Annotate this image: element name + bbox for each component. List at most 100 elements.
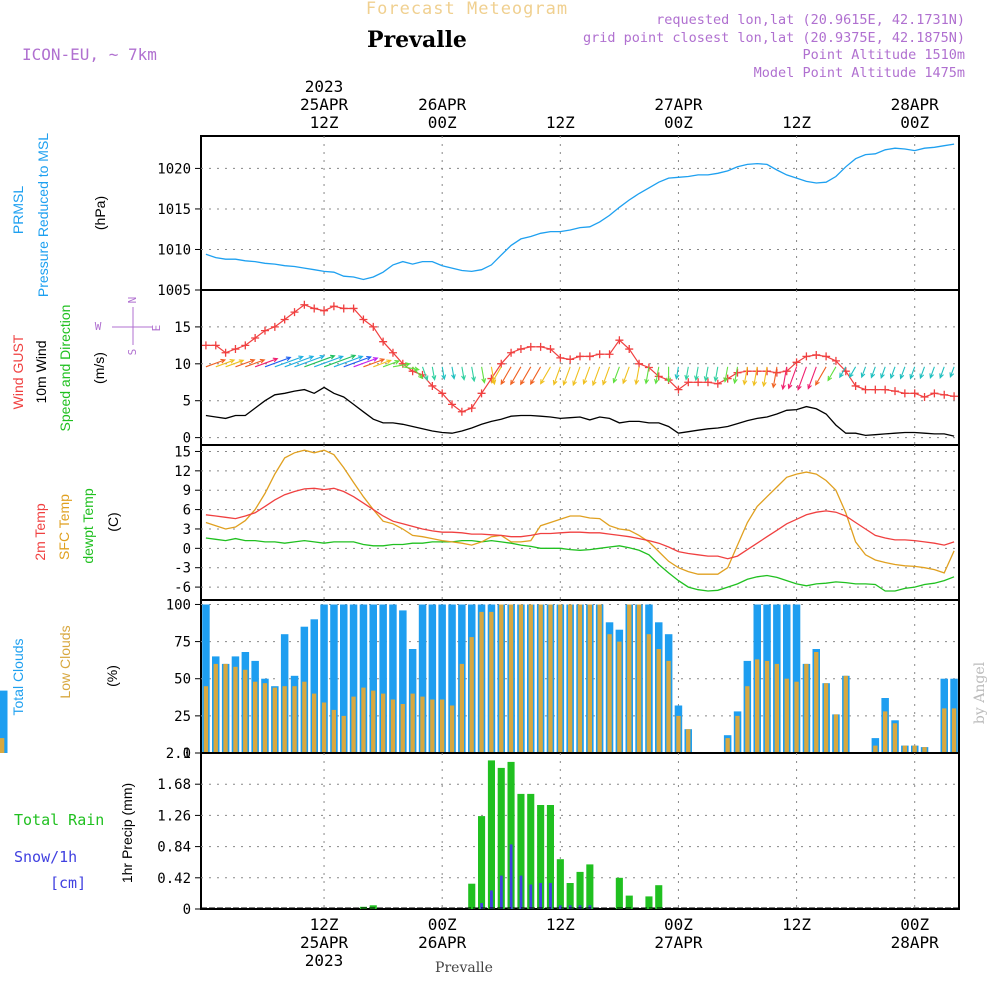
snow-bar (558, 905, 562, 909)
gust-mark (625, 345, 634, 354)
wind-arrow (392, 362, 411, 368)
top-time-label: 12Z (782, 113, 811, 132)
rain-bar (576, 871, 584, 909)
low-cloud-bar (508, 604, 514, 753)
gust-mark (359, 315, 368, 324)
low-cloud-bar (587, 604, 592, 753)
wind-arrow (889, 366, 896, 380)
low-cloud-bar (489, 611, 494, 753)
low-cloud-label: Low Clouds (57, 625, 73, 698)
low-cloud-bar (518, 604, 524, 753)
wind-arrow (602, 366, 611, 386)
wind-arrow (431, 366, 437, 381)
wind-arrow (353, 357, 379, 368)
wind-arrow (235, 358, 256, 368)
low-cloud-bar (528, 604, 533, 753)
total-cloud-bar (320, 604, 328, 753)
low-cloud-bar (243, 669, 248, 753)
gust-mark (310, 304, 319, 313)
total-cloud-label: Total Clouds (10, 638, 26, 715)
wind-arrow (215, 359, 236, 368)
wind-arrow (284, 355, 315, 368)
total-cloud-bar (310, 619, 318, 753)
rain-bar (537, 805, 545, 909)
bottom-time-label: 00Z (664, 915, 693, 934)
rain-bar (625, 895, 633, 909)
low-cloud-bar (233, 666, 238, 753)
y-tick-label: 3 (183, 522, 191, 538)
wind-arrow (314, 355, 344, 368)
gust-mark (635, 359, 644, 368)
wind-arrow (530, 366, 542, 386)
wind-arrow (274, 355, 304, 368)
rain-bar (615, 877, 623, 909)
wind-arrow (264, 356, 292, 368)
gust-mark (448, 400, 457, 409)
gust-mark (792, 358, 801, 367)
gust-mark (940, 390, 949, 399)
wind10m-label: 10m Wind (33, 340, 49, 403)
gust-mark (477, 389, 486, 398)
low-cloud-bar (823, 683, 829, 753)
gust-mark (595, 350, 604, 359)
rain-bar (566, 883, 574, 909)
rain-bar (645, 896, 653, 909)
gust-mark (260, 326, 269, 335)
station-title: Prevalle (367, 27, 467, 53)
wind-arrow (562, 366, 571, 386)
y-tick-label: 0 (183, 902, 191, 918)
wind-arrow (592, 366, 601, 387)
wind-arrow (245, 358, 266, 368)
gust-mark (201, 341, 210, 350)
low-cloud-bar (410, 693, 415, 753)
low-cloud-bar (538, 604, 543, 753)
gust-mark (369, 322, 378, 331)
snow-bar (490, 890, 493, 909)
pressure-labels: PRMSL Pressure Reduced to MSL (hPa) (10, 133, 108, 297)
clouds-panel: 0 25 50 75 100 (0, 597, 960, 762)
gust-mark (920, 393, 929, 402)
gust-mark (329, 302, 338, 311)
snow-unit: [cm] (50, 874, 86, 892)
gust-mark (507, 348, 516, 357)
total-cloud-bar (0, 690, 8, 753)
gust-mark (546, 345, 555, 354)
wind-arrow (949, 366, 955, 378)
wind-arrow (929, 366, 935, 379)
y-tick-label: 50 (174, 672, 191, 688)
gridpoint-coords: grid point closest lon,lat (20.9375E, 42… (583, 30, 965, 46)
wind-arrow (644, 366, 650, 385)
low-cloud-bar (351, 696, 356, 753)
snow-bar (509, 844, 513, 909)
top-time-label: 00Z (900, 113, 929, 132)
low-cloud-bar (213, 663, 218, 753)
wind-arrow (723, 366, 729, 383)
low-cloud-bar (843, 675, 848, 753)
wind-arrow (703, 366, 709, 382)
wind-panel: 0 5 10 15 (174, 289, 960, 447)
panel-frame (200, 444, 960, 601)
low-cloud-bar (942, 708, 947, 753)
snow-bar (578, 905, 582, 909)
total-rain-label: Total Rain (14, 811, 104, 829)
low-cloud-bar (390, 699, 396, 753)
wind-arrow (451, 366, 456, 380)
total-cloud-bar (379, 604, 387, 753)
gust-mark (615, 336, 624, 345)
rain-bar (556, 859, 564, 909)
gust-mark (211, 341, 220, 350)
y-tick-label: 100 (166, 597, 191, 613)
gust-mark (320, 306, 329, 315)
gust-mark (861, 385, 870, 394)
snow-bar (588, 905, 592, 909)
panel-frame (200, 135, 960, 291)
rain-bar (487, 760, 495, 909)
pressure-line (205, 143, 955, 281)
low-cloud-bar (814, 652, 819, 753)
wind-arrow (552, 366, 561, 386)
low-cloud-bar (321, 702, 327, 753)
total-cloud-bar (340, 604, 348, 753)
temp-unit: (C) (105, 512, 121, 531)
gust-mark (831, 356, 840, 365)
total-cloud-bar (792, 604, 801, 753)
